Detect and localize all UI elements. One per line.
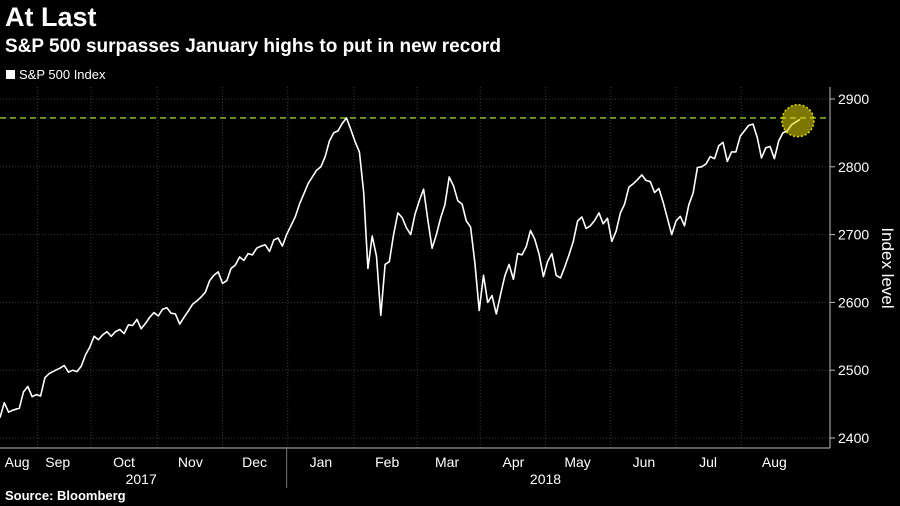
y-axis-label: Index level: [878, 227, 897, 308]
y-tick-label: 2400: [838, 430, 869, 446]
legend-label: S&P 500 Index: [19, 67, 106, 82]
year-label: 2017: [126, 471, 157, 487]
year-label: 2018: [530, 471, 561, 487]
source-note: Source: Bloomberg: [5, 488, 126, 503]
x-tick-label: Oct: [113, 454, 135, 470]
x-tick-label: Feb: [375, 454, 399, 470]
y-tick-label: 2700: [838, 227, 869, 243]
y-tick-label: 2600: [838, 294, 869, 310]
x-tick-label: Jun: [633, 454, 656, 470]
x-tick-label: Aug: [5, 454, 30, 470]
legend-swatch: [6, 70, 15, 79]
x-tick-label: Dec: [242, 454, 267, 470]
x-tick-label: Jan: [310, 454, 333, 470]
x-tick-label: Aug: [762, 454, 787, 470]
x-tick-label: May: [564, 454, 590, 470]
x-tick-label: Apr: [503, 454, 525, 470]
record-highlight-circle: [781, 103, 815, 138]
x-tick-label: Sep: [45, 454, 70, 470]
y-tick-label: 2900: [838, 91, 869, 107]
series-line-sp500: [0, 117, 801, 418]
x-tick-label: Jul: [699, 454, 717, 470]
y-tick-label: 2800: [838, 159, 869, 175]
x-tick-label: Nov: [178, 454, 203, 470]
chart-title: At Last: [5, 2, 97, 32]
y-tick-label: 2500: [838, 362, 869, 378]
x-tick-label: Mar: [435, 454, 459, 470]
chart-subtitle: S&P 500 surpasses January highs to put i…: [5, 36, 501, 57]
legend: S&P 500 Index: [6, 67, 106, 82]
